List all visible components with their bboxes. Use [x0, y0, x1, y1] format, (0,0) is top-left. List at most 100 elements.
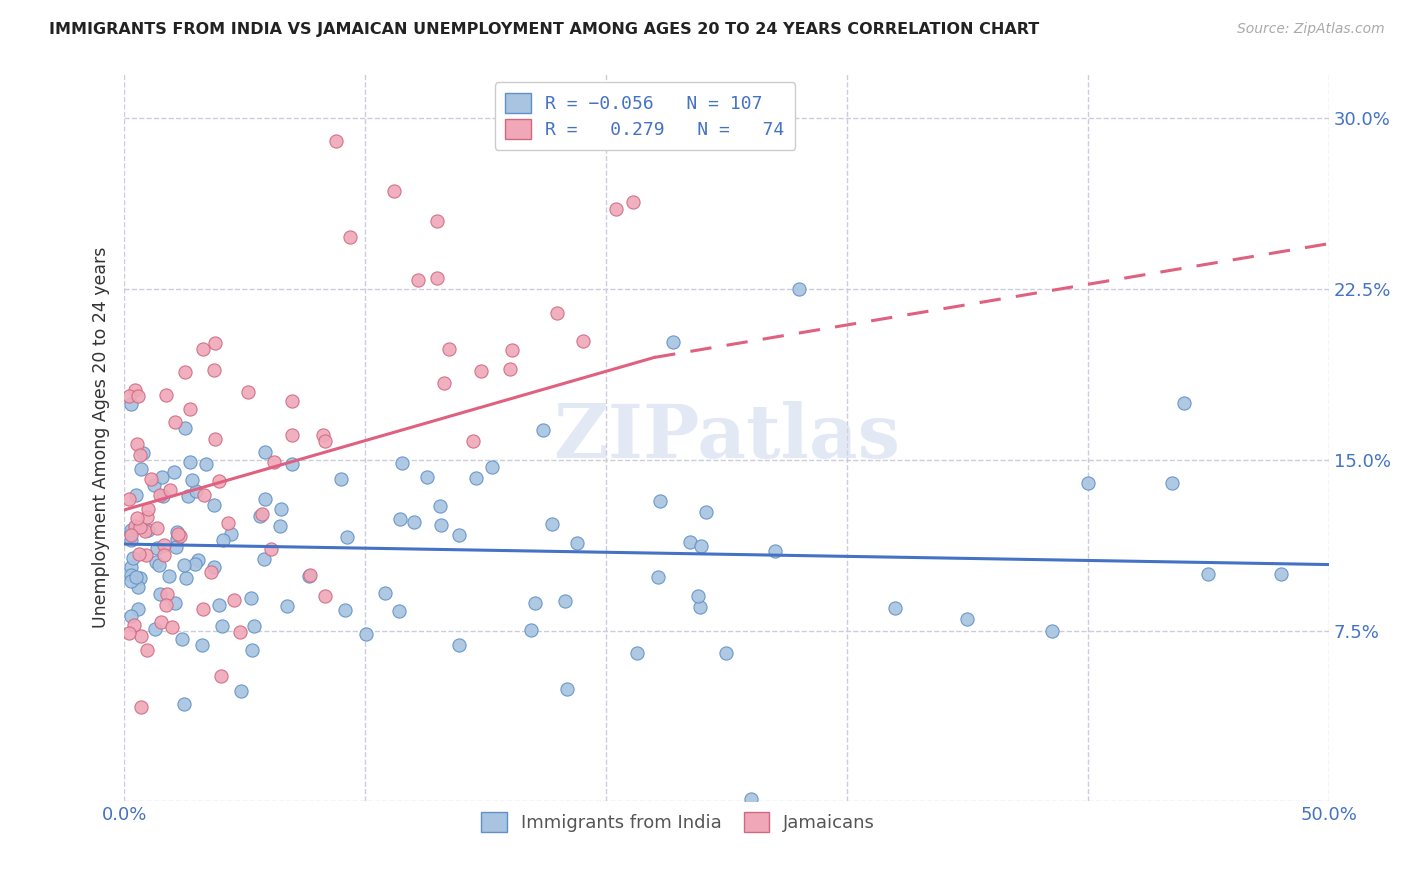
- Point: [155, 599, 177, 613]
- Point: [136, 523, 159, 537]
- Point: [263, 455, 285, 469]
- Point: [249, 508, 271, 523]
- Legend: Immigrants from India, Jamaicans: Immigrants from India, Jamaicans: [474, 805, 883, 839]
- Point: [626, 646, 648, 660]
- Point: [127, 511, 149, 525]
- Point: [166, 532, 188, 546]
- Point: [173, 420, 195, 434]
- Point: [135, 548, 157, 562]
- Point: [153, 537, 176, 551]
- Point: [314, 434, 336, 448]
- Point: [153, 548, 176, 562]
- Point: [531, 423, 554, 437]
- Point: [169, 529, 191, 543]
- Point: [339, 230, 361, 244]
- Point: [281, 457, 304, 471]
- Point: [621, 194, 644, 209]
- Point: [501, 343, 523, 357]
- Point: [605, 202, 627, 216]
- Point: [120, 533, 142, 547]
- Point: [647, 570, 669, 584]
- Point: [787, 282, 810, 296]
- Point: [163, 596, 186, 610]
- Point: [1270, 566, 1292, 581]
- Point: [689, 600, 711, 615]
- Point: [118, 389, 141, 403]
- Point: [281, 428, 304, 442]
- Point: [298, 568, 321, 582]
- Point: [298, 569, 321, 583]
- Point: [120, 525, 142, 540]
- Point: [125, 488, 148, 502]
- Point: [330, 472, 353, 486]
- Point: [211, 619, 233, 633]
- Point: [238, 384, 260, 399]
- Point: [138, 501, 160, 516]
- Point: [565, 536, 588, 550]
- Point: [184, 558, 207, 572]
- Point: [120, 523, 142, 537]
- Point: [129, 448, 152, 462]
- Point: [243, 619, 266, 633]
- Point: [389, 512, 412, 526]
- Point: [120, 560, 142, 574]
- Point: [118, 491, 141, 506]
- Point: [204, 432, 226, 446]
- Point: [191, 602, 214, 616]
- Point: [148, 558, 170, 573]
- Point: [1077, 475, 1099, 490]
- Point: [433, 376, 456, 390]
- Point: [177, 489, 200, 503]
- Point: [325, 134, 347, 148]
- Point: [139, 472, 162, 486]
- Point: [193, 343, 215, 357]
- Point: [120, 567, 142, 582]
- Point: [430, 517, 453, 532]
- Point: [280, 393, 302, 408]
- Text: Source: ZipAtlas.com: Source: ZipAtlas.com: [1237, 22, 1385, 37]
- Point: [162, 465, 184, 479]
- Y-axis label: Unemployment Among Ages 20 to 24 years: Unemployment Among Ages 20 to 24 years: [93, 246, 110, 628]
- Point: [190, 638, 212, 652]
- Point: [461, 434, 484, 449]
- Point: [447, 527, 470, 541]
- Point: [557, 681, 579, 696]
- Point: [354, 626, 377, 640]
- Point: [218, 516, 240, 531]
- Point: [124, 383, 146, 397]
- Point: [173, 558, 195, 573]
- Point: [129, 520, 152, 534]
- Point: [132, 446, 155, 460]
- Point: [157, 568, 180, 582]
- Point: [470, 364, 492, 378]
- Point: [520, 624, 543, 638]
- Point: [1040, 624, 1063, 638]
- Point: [650, 494, 672, 508]
- Point: [127, 601, 149, 615]
- Point: [270, 501, 292, 516]
- Point: [437, 343, 460, 357]
- Point: [179, 401, 201, 416]
- Point: [689, 539, 711, 553]
- Point: [135, 642, 157, 657]
- Point: [129, 629, 152, 643]
- Point: [572, 334, 595, 348]
- Point: [546, 306, 568, 320]
- Point: [129, 462, 152, 476]
- Point: [388, 605, 411, 619]
- Point: [166, 524, 188, 539]
- Point: [426, 214, 449, 228]
- Point: [429, 499, 451, 513]
- Point: [314, 590, 336, 604]
- Point: [155, 388, 177, 402]
- Point: [129, 571, 152, 585]
- Point: [333, 603, 356, 617]
- Point: [252, 507, 274, 521]
- Point: [204, 336, 226, 351]
- Point: [679, 535, 702, 549]
- Point: [374, 585, 396, 599]
- Point: [145, 521, 167, 535]
- Point: [142, 478, 165, 492]
- Point: [124, 518, 146, 533]
- Point: [254, 445, 277, 459]
